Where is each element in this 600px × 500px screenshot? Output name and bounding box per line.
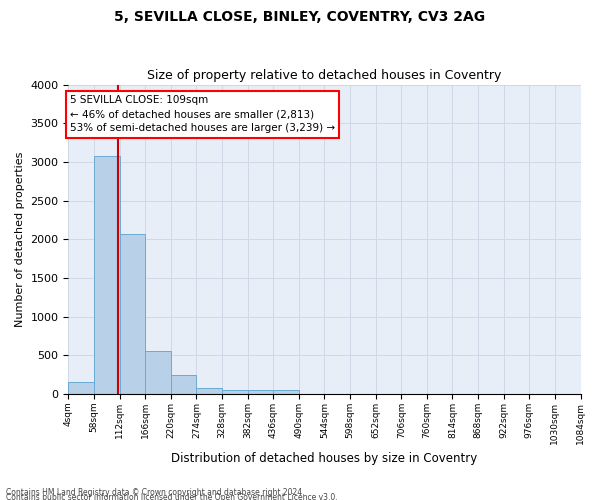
Bar <box>273 390 299 394</box>
Text: Contains HM Land Registry data © Crown copyright and database right 2024.: Contains HM Land Registry data © Crown c… <box>6 488 305 497</box>
Bar <box>196 388 222 394</box>
Bar <box>68 382 94 394</box>
Bar <box>171 376 196 394</box>
Text: 5, SEVILLA CLOSE, BINLEY, COVENTRY, CV3 2AG: 5, SEVILLA CLOSE, BINLEY, COVENTRY, CV3 … <box>115 10 485 24</box>
Bar <box>94 156 119 394</box>
Y-axis label: Number of detached properties: Number of detached properties <box>15 152 25 327</box>
Text: Contains public sector information licensed under the Open Government Licence v3: Contains public sector information licen… <box>6 493 338 500</box>
Bar <box>222 390 248 394</box>
X-axis label: Distribution of detached houses by size in Coventry: Distribution of detached houses by size … <box>172 452 478 465</box>
Text: 5 SEVILLA CLOSE: 109sqm
← 46% of detached houses are smaller (2,813)
53% of semi: 5 SEVILLA CLOSE: 109sqm ← 46% of detache… <box>70 96 335 134</box>
Title: Size of property relative to detached houses in Coventry: Size of property relative to detached ho… <box>147 69 502 82</box>
Bar <box>248 390 273 394</box>
Bar <box>145 350 171 394</box>
Bar <box>119 234 145 394</box>
